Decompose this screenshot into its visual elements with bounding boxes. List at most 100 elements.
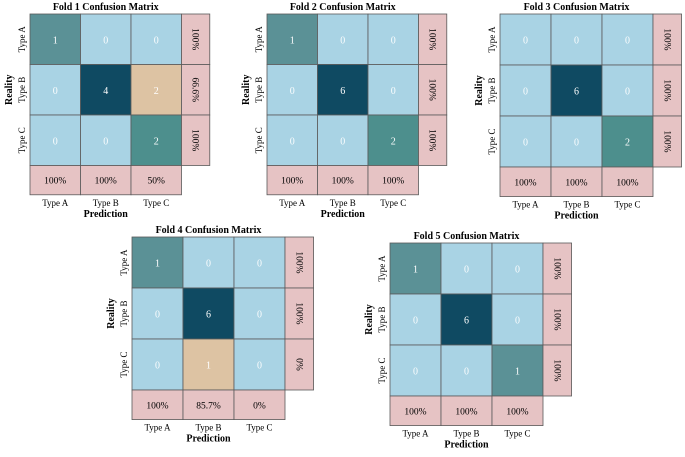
- cell-value: 0: [625, 87, 630, 98]
- cell-value: 0: [515, 316, 520, 327]
- cell-value: 0: [340, 35, 345, 46]
- cell-value: 0: [413, 367, 418, 378]
- x-tick-label: Type A: [279, 198, 306, 208]
- row-percent: 100%: [661, 28, 671, 50]
- matrix-cell-r1-c3: [233, 236, 286, 289]
- y-tick-label: Type A: [119, 249, 129, 276]
- col-percent: 100%: [95, 177, 117, 187]
- confusion-matrix-fold-4: Fold 4 Confusion Matrix 1 0 0 0 6 0 0 1 0 100% 100%…: [106, 225, 314, 445]
- col-percent: 100%: [514, 178, 536, 188]
- cell-value: 0: [413, 316, 418, 327]
- confusion-matrix-fold-5: Fold 5 Confusion Matrix 1 0 0 0 6 0 0 0 1 100% 100%…: [364, 231, 572, 451]
- cell-value: 1: [53, 35, 58, 46]
- matrix-cell-r1-c1: [131, 236, 184, 289]
- y-tick-label: Type A: [254, 26, 264, 53]
- col-percent-cell: [440, 395, 493, 426]
- x-axis-label: Prediction: [186, 434, 231, 445]
- matrix-cell-r3-c2: [317, 114, 369, 166]
- col-percent-cell: [499, 166, 552, 197]
- row-percent-cell: [652, 13, 682, 66]
- cell-value: 0: [103, 136, 108, 147]
- row-percent: 100%: [551, 257, 561, 279]
- x-tick-label: Type A: [402, 429, 429, 439]
- row-percent: 100%: [190, 129, 200, 151]
- cell-value: 0: [523, 87, 528, 98]
- row-percent-cell: [181, 64, 211, 116]
- matrix-cell-r1-c1: [29, 13, 81, 65]
- matrix-cell-r2-c3: [130, 64, 182, 116]
- row-percent-cell: [418, 64, 448, 116]
- col-percent-cell: [233, 389, 286, 420]
- matrix-cell-r2-c1: [29, 64, 81, 116]
- col-percent: 0%: [253, 401, 266, 411]
- x-axis-label: Prediction: [444, 440, 489, 451]
- cell-value: 0: [154, 35, 159, 46]
- x-tick-label: Type B: [195, 423, 221, 433]
- cell-value: 0: [257, 259, 262, 270]
- cell-value: 0: [464, 265, 469, 276]
- cell-value: 4: [103, 86, 108, 97]
- chart-title: Fold 5 Confusion Matrix: [414, 231, 520, 242]
- x-tick-label: Type C: [380, 198, 406, 208]
- row-percent: 100%: [427, 129, 437, 151]
- col-percent: 100%: [382, 177, 404, 187]
- row-percent: 100%: [293, 302, 303, 324]
- cell-value: 2: [154, 136, 159, 147]
- x-axis-label: Prediction: [554, 211, 599, 222]
- cell-value: 2: [154, 86, 159, 97]
- col-percent-cell: [182, 389, 235, 420]
- col-percent: 100%: [281, 177, 303, 187]
- cell-value: 0: [391, 86, 396, 97]
- col-percent: 100%: [506, 407, 528, 417]
- matrix-cell-r2-c2: [317, 64, 369, 116]
- matrix-cell-r2-c3: [601, 64, 654, 117]
- y-tick-label: Type C: [377, 357, 387, 383]
- y-axis-label: Reality: [4, 74, 15, 105]
- matrix-cell-r2-c3: [233, 287, 286, 340]
- cell-value: 0: [515, 265, 520, 276]
- matrix-cell-r1-c1: [499, 13, 552, 66]
- x-tick-label: Type A: [42, 198, 69, 208]
- cell-value: 0: [155, 361, 160, 372]
- row-percent-cell: [418, 114, 448, 166]
- cell-value: 0: [257, 310, 262, 321]
- row-percent-cell: [284, 287, 314, 340]
- row-percent: 100%: [190, 28, 200, 50]
- matrix-cell-r3-c3: [601, 115, 654, 168]
- cell-value: 0: [523, 138, 528, 149]
- y-tick-label: Type C: [254, 127, 264, 153]
- matrix-cell-r1-c1: [389, 242, 442, 295]
- cell-value: 0: [103, 35, 108, 46]
- row-percent: 100%: [427, 28, 437, 50]
- cell-value: 2: [391, 136, 396, 147]
- cell-value: 0: [155, 310, 160, 321]
- col-percent: 100%: [44, 177, 66, 187]
- matrix-cell-r1-c2: [80, 13, 132, 65]
- row-percent-cell: [542, 242, 572, 295]
- y-tick-label: Type B: [254, 77, 264, 103]
- row-percent: 100%: [661, 79, 671, 101]
- x-tick-label: Type C: [143, 198, 169, 208]
- col-percent-cell: [491, 395, 544, 426]
- row-percent-cell: [284, 236, 314, 289]
- x-tick-label: Type A: [144, 423, 171, 433]
- matrix-cell-r2-c1: [389, 293, 442, 346]
- col-percent-cell: [130, 165, 182, 196]
- x-tick-label: Type B: [330, 198, 356, 208]
- col-percent: 85.7%: [196, 401, 221, 411]
- chart-title: Fold 4 Confusion Matrix: [156, 225, 262, 236]
- col-percent: 100%: [146, 401, 168, 411]
- col-percent: 100%: [616, 178, 638, 188]
- cell-value: 0: [340, 136, 345, 147]
- matrix-cell-r3-c2: [182, 338, 235, 391]
- row-percent: 100%: [427, 79, 437, 101]
- cell-value: 0: [206, 259, 211, 270]
- cell-value: 0: [464, 367, 469, 378]
- chart-title: Fold 2 Confusion Matrix: [290, 2, 396, 13]
- y-axis-label: Reality: [106, 298, 117, 329]
- x-tick-label: Type B: [93, 198, 119, 208]
- matrix-cell-r3-c2: [440, 344, 493, 397]
- col-percent: 100%: [565, 178, 587, 188]
- y-tick-label: Type C: [487, 128, 497, 154]
